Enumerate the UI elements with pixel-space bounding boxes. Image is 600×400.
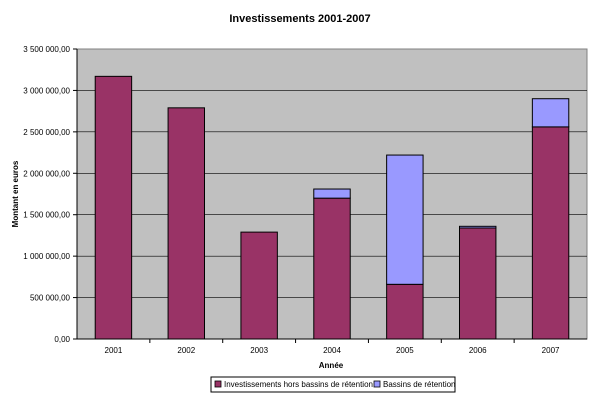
x-tick-label: 2002 [177,346,195,355]
x-tick-label: 2007 [542,346,560,355]
y-axis-title: Montant en euros [11,160,20,227]
chart-title: Investissements 2001-2007 [229,13,370,25]
y-tick-label: 2 000 000,00 [23,169,70,178]
y-tick-label: 1 500 000,00 [23,211,70,220]
bar-series-2-2007 [531,98,570,128]
x-tick-label: 2001 [105,346,123,355]
bars [94,75,570,340]
gridlines [77,90,587,298]
x-axis-ticks: 2001 2002 2003 2004 2005 2006 2007 [105,339,560,355]
bar-series-1-2006 [459,227,497,340]
legend: Investissements hors bassins de rétentio… [210,376,456,393]
y-tick-label: 0,00 [54,335,70,344]
y-tick-label: 500 000,00 [30,294,71,303]
bar-series-2-2005 [386,154,424,285]
y-axis-ticks: 0,00 500 000,00 1 000 000,00 1 500 000,00 2 … [23,45,77,344]
x-tick-label: 2006 [469,346,487,355]
bar-series-1-2007 [531,126,570,340]
legend-label-series-2: Bassins de rétention [383,380,456,389]
bar-series-1-2003 [240,231,278,340]
bar-series-1-2005 [386,283,424,340]
bar-series-2-2004 [313,188,351,199]
y-tick-label: 1 000 000,00 [23,252,70,261]
y-tick-label: 3 500 000,00 [23,45,70,54]
legend-swatch-series-2 [373,380,381,388]
legend-label-series-1: Investissements hors bassins de rétentio… [224,380,373,389]
x-tick-label: 2005 [396,346,414,355]
legend-swatch-series-1 [214,380,222,388]
x-tick-label: 2003 [250,346,268,355]
x-axis-title: Année [319,361,344,370]
bar-series-1-2002 [167,107,205,340]
y-tick-label: 3 000 000,00 [23,86,70,95]
y-tick-label: 2 500 000,00 [23,128,70,137]
bar-series-1-2001 [94,75,133,340]
x-tick-label: 2004 [323,346,341,355]
bar-series-1-2004 [313,197,351,340]
legend-box [210,376,456,393]
bar-series-2-2006 [459,225,497,229]
